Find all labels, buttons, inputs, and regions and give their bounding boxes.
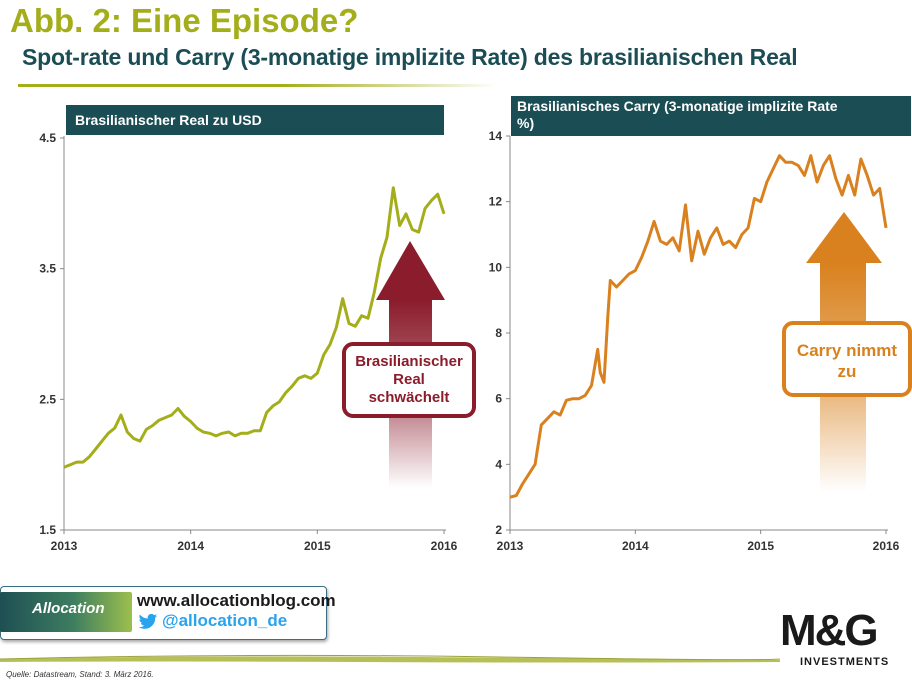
left-callout-line-2: Real <box>393 371 425 388</box>
brl-usd-series-line <box>63 186 446 469</box>
carry-series-line <box>509 154 888 499</box>
right-callout-line-2: zu <box>838 362 857 381</box>
twitter-bird-icon <box>138 613 158 629</box>
source-note: Quelle: Datastream, Stand: 3. März 2016. <box>6 670 154 679</box>
right-arrow-head <box>806 212 882 263</box>
mg-investments-subtitle: INVESTMENTS <box>800 656 890 668</box>
left-x-tick-label: 2014 <box>177 539 204 553</box>
brush-stroke-divider <box>0 654 780 663</box>
left-y-tick-label: 3.5 <box>39 262 56 276</box>
title-underline <box>18 84 498 87</box>
right-callout-box <box>782 321 912 397</box>
left-y-tick-label: 2.5 <box>39 392 56 406</box>
mg-investments-logo: M&G <box>780 606 879 655</box>
right-y-tick-label: 12 <box>489 195 503 209</box>
right-x-tick-label: 2015 <box>747 539 774 553</box>
left-arrow-head <box>376 241 445 300</box>
blog-url-link[interactable]: www.allocationblog.com <box>137 591 336 610</box>
left-y-tick-label: 1.5 <box>39 523 56 537</box>
right-x-tick-label: 2016 <box>873 539 900 553</box>
right-chart-title-line-1: Brasilianisches Carry (3-monatige impliz… <box>517 98 838 114</box>
allocation-logo <box>0 592 132 632</box>
page-subtitle: Spot-rate und Carry (3-monatige implizit… <box>22 44 798 70</box>
right-chart-title-line-2: %) <box>517 115 534 131</box>
left-y-tick-label: 4.5 <box>39 131 56 145</box>
right-y-tick-label: 2 <box>495 523 502 537</box>
left-callout-line-1: Brasilianischer <box>355 353 463 370</box>
left-chart-title: Brasilianischer Real zu USD <box>75 112 262 128</box>
left-x-tick-label: 2016 <box>431 539 458 553</box>
left-x-tick-label: 2015 <box>304 539 331 553</box>
left-panel-title-box <box>66 105 444 135</box>
right-y-tick-label: 14 <box>489 129 503 143</box>
left-callout-box <box>342 342 476 418</box>
right-y-tick-label: 8 <box>495 326 502 340</box>
right-y-tick-label: 6 <box>495 392 502 406</box>
twitter-handle-link[interactable]: @allocation_de <box>162 611 288 630</box>
left-callout-line-3: schwächelt <box>369 389 450 406</box>
allocation-logo-text: Allocation <box>32 600 105 617</box>
right-panel-title-box <box>511 96 911 136</box>
right-callout-line-1: Carry nimmt <box>797 341 897 360</box>
right-y-tick-label: 4 <box>495 457 502 471</box>
right-y-tick-label: 10 <box>489 260 503 274</box>
right-x-tick-label: 2014 <box>622 539 649 553</box>
left-x-tick-label: 2013 <box>51 539 78 553</box>
right-x-tick-label: 2013 <box>497 539 524 553</box>
page-title: Abb. 2: Eine Episode? <box>10 2 359 39</box>
